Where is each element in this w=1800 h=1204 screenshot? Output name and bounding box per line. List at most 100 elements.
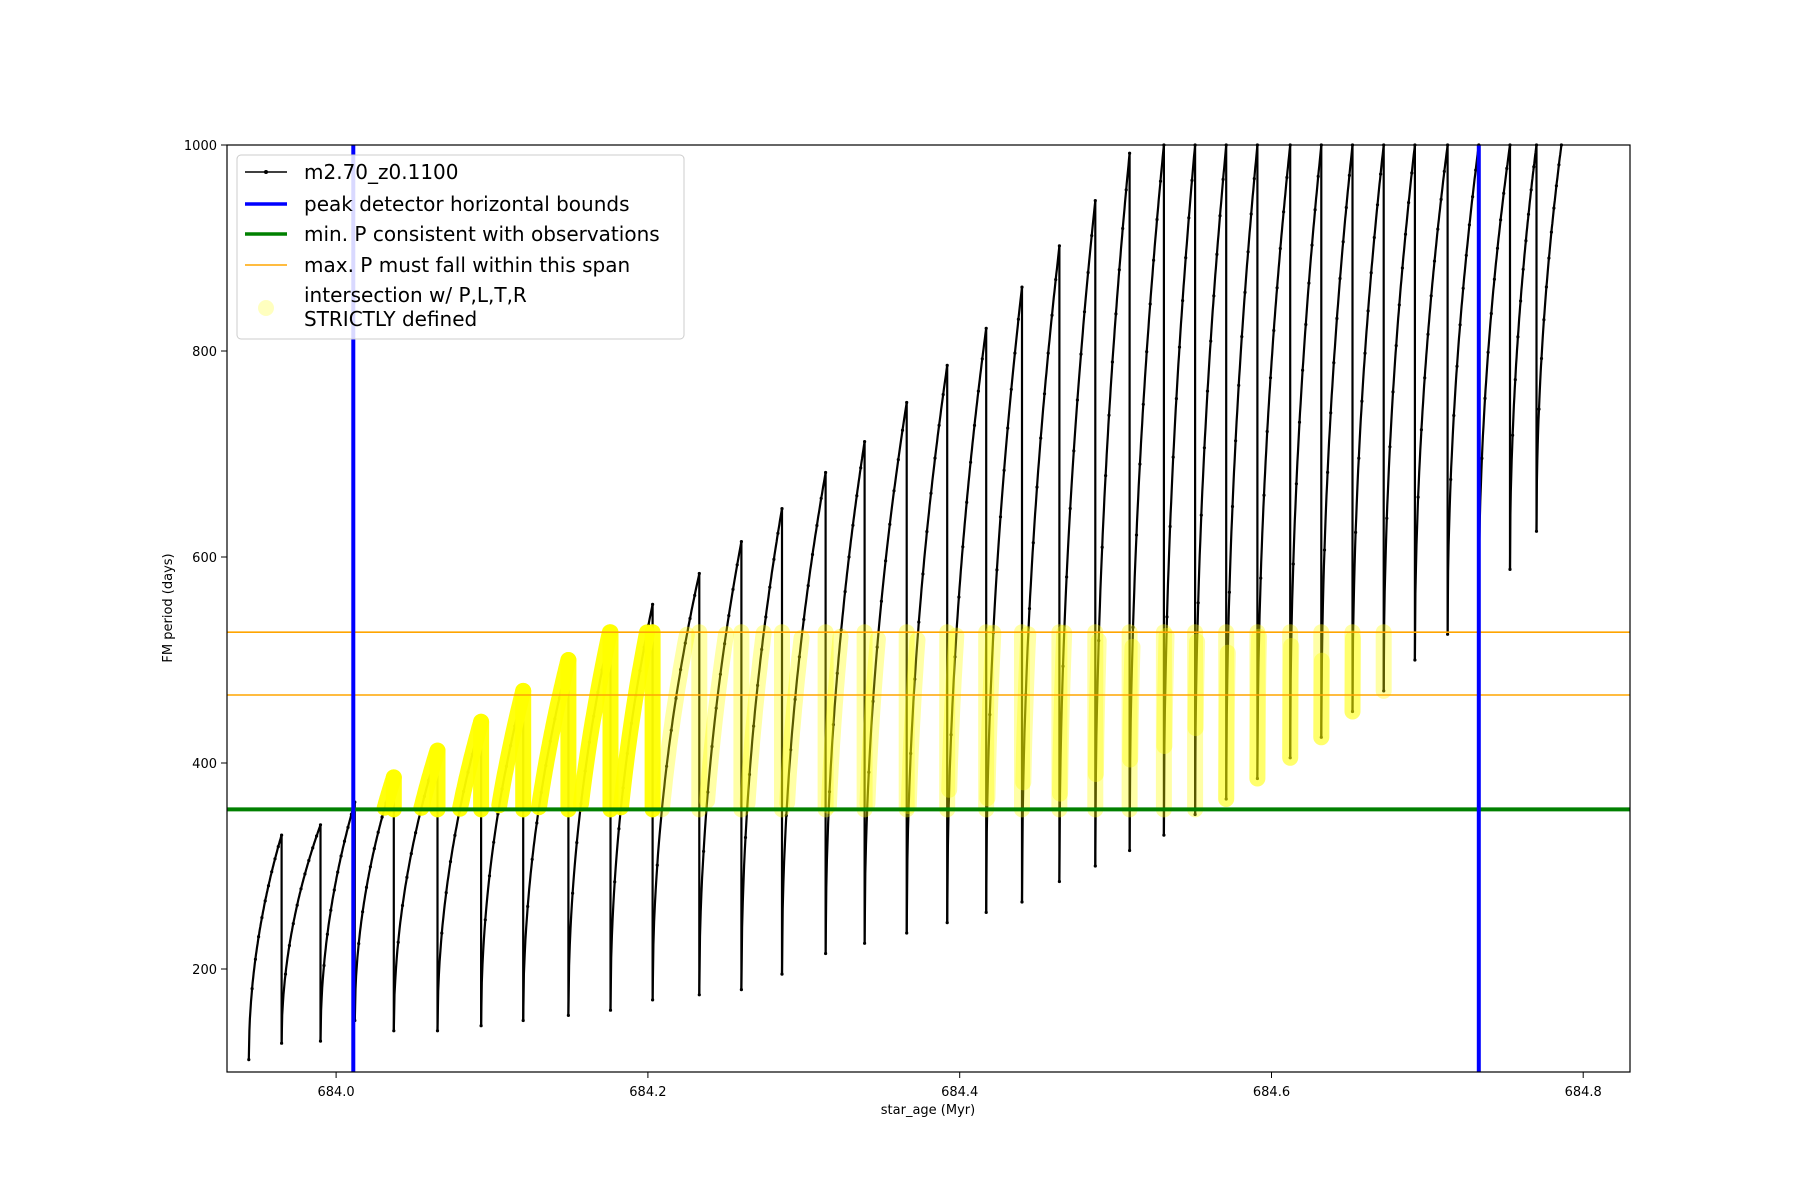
- model-point: [867, 770, 871, 774]
- model-point: [1338, 276, 1342, 281]
- model-point: [1534, 529, 1539, 533]
- model-point: [909, 751, 913, 756]
- model-point: [1013, 351, 1017, 355]
- model-point: [1483, 396, 1487, 400]
- legend: m2.70_z0.1100 peak detector horizontal b…: [236, 154, 685, 340]
- y-tick-label: 400: [192, 757, 217, 772]
- model-point: [448, 860, 453, 864]
- model-point: [743, 835, 748, 840]
- model-point: [1288, 756, 1292, 760]
- model-point: [752, 724, 756, 728]
- legend-label-model: m2.70_z0.1100: [304, 160, 459, 184]
- model-point: [1168, 524, 1172, 529]
- model-point: [322, 963, 326, 968]
- model-point: [739, 988, 744, 992]
- model-point: [747, 772, 752, 777]
- model-point: [1397, 303, 1401, 307]
- model-point: [325, 932, 329, 936]
- legend-label-bounds: peak detector horizontal bounds: [304, 192, 630, 216]
- model-point: [1020, 285, 1024, 289]
- model-point: [679, 668, 683, 672]
- model-point: [1114, 312, 1118, 316]
- model-point: [1042, 392, 1047, 396]
- model-point: [1199, 513, 1203, 517]
- model-point: [1385, 516, 1389, 520]
- model-point: [863, 941, 867, 945]
- model-point: [1259, 576, 1263, 580]
- model-point: [1400, 266, 1404, 270]
- model-point: [1138, 462, 1142, 466]
- model-point: [1224, 797, 1228, 801]
- model-point: [793, 697, 797, 702]
- model-point: [871, 699, 875, 704]
- legend-label-intersection-line: STRICTLY defined: [304, 307, 477, 331]
- model-point: [1035, 485, 1039, 489]
- model-point: [651, 998, 655, 1002]
- model-point: [1039, 436, 1043, 440]
- x-tick-label: 684.8: [1565, 1085, 1602, 1100]
- model-point: [1072, 449, 1076, 453]
- model-point: [1145, 350, 1149, 354]
- model-point: [1332, 361, 1336, 365]
- model-point: [276, 845, 280, 849]
- intersection-band: [941, 627, 965, 798]
- model-point: [566, 1013, 571, 1018]
- model-point: [1252, 177, 1256, 181]
- model-point: [1335, 316, 1339, 321]
- model-point: [1542, 318, 1546, 322]
- model-point: [937, 423, 941, 427]
- model-point: [1419, 428, 1423, 432]
- model-point: [1379, 172, 1383, 176]
- model-point: [875, 645, 879, 649]
- model-point: [998, 515, 1003, 519]
- model-point: [731, 587, 735, 592]
- model-point: [1294, 482, 1298, 486]
- model-point: [1057, 244, 1061, 248]
- model-point: [905, 931, 909, 935]
- model-point: [376, 830, 380, 834]
- model-point: [1174, 397, 1178, 401]
- model-point: [1190, 178, 1194, 182]
- model-point: [1249, 212, 1253, 216]
- model-point: [760, 647, 764, 652]
- model-point: [851, 523, 855, 527]
- model-point: [1549, 230, 1553, 234]
- model-point: [521, 1018, 525, 1023]
- model-point: [361, 910, 365, 914]
- model-point: [346, 825, 350, 830]
- model-point: [1068, 506, 1072, 511]
- model-point: [969, 460, 973, 464]
- legend-swatch-model-marker: [264, 170, 268, 174]
- y-tick-label: 800: [192, 345, 217, 360]
- y-tick-label: 1000: [184, 139, 217, 154]
- model-point: [1391, 390, 1395, 394]
- model-point: [1272, 328, 1276, 333]
- model-point: [1557, 163, 1561, 167]
- model-point: [575, 841, 579, 845]
- model-point: [1196, 601, 1200, 605]
- plot-frame: [226, 144, 1631, 1073]
- intersection-band: [699, 626, 734, 809]
- model-point: [669, 728, 673, 732]
- model-point: [929, 491, 933, 495]
- model-point: [1117, 268, 1121, 272]
- model-point: [1341, 240, 1345, 244]
- model-point: [299, 887, 303, 891]
- model-point: [655, 863, 659, 867]
- model-point: [291, 922, 295, 926]
- model-point: [824, 951, 828, 956]
- model-point: [665, 764, 669, 768]
- model-point: [1508, 567, 1512, 572]
- model-point: [1486, 350, 1490, 354]
- model-point: [1471, 195, 1475, 199]
- model-point: [409, 852, 413, 856]
- model-point: [1128, 151, 1132, 155]
- model-point: [1413, 658, 1417, 662]
- model-point: [697, 993, 701, 997]
- model-point: [1492, 277, 1496, 281]
- model-point: [1152, 258, 1156, 262]
- model-point: [768, 585, 772, 589]
- model-point: [273, 857, 277, 861]
- model-point: [1093, 864, 1097, 868]
- model-point: [1285, 175, 1289, 180]
